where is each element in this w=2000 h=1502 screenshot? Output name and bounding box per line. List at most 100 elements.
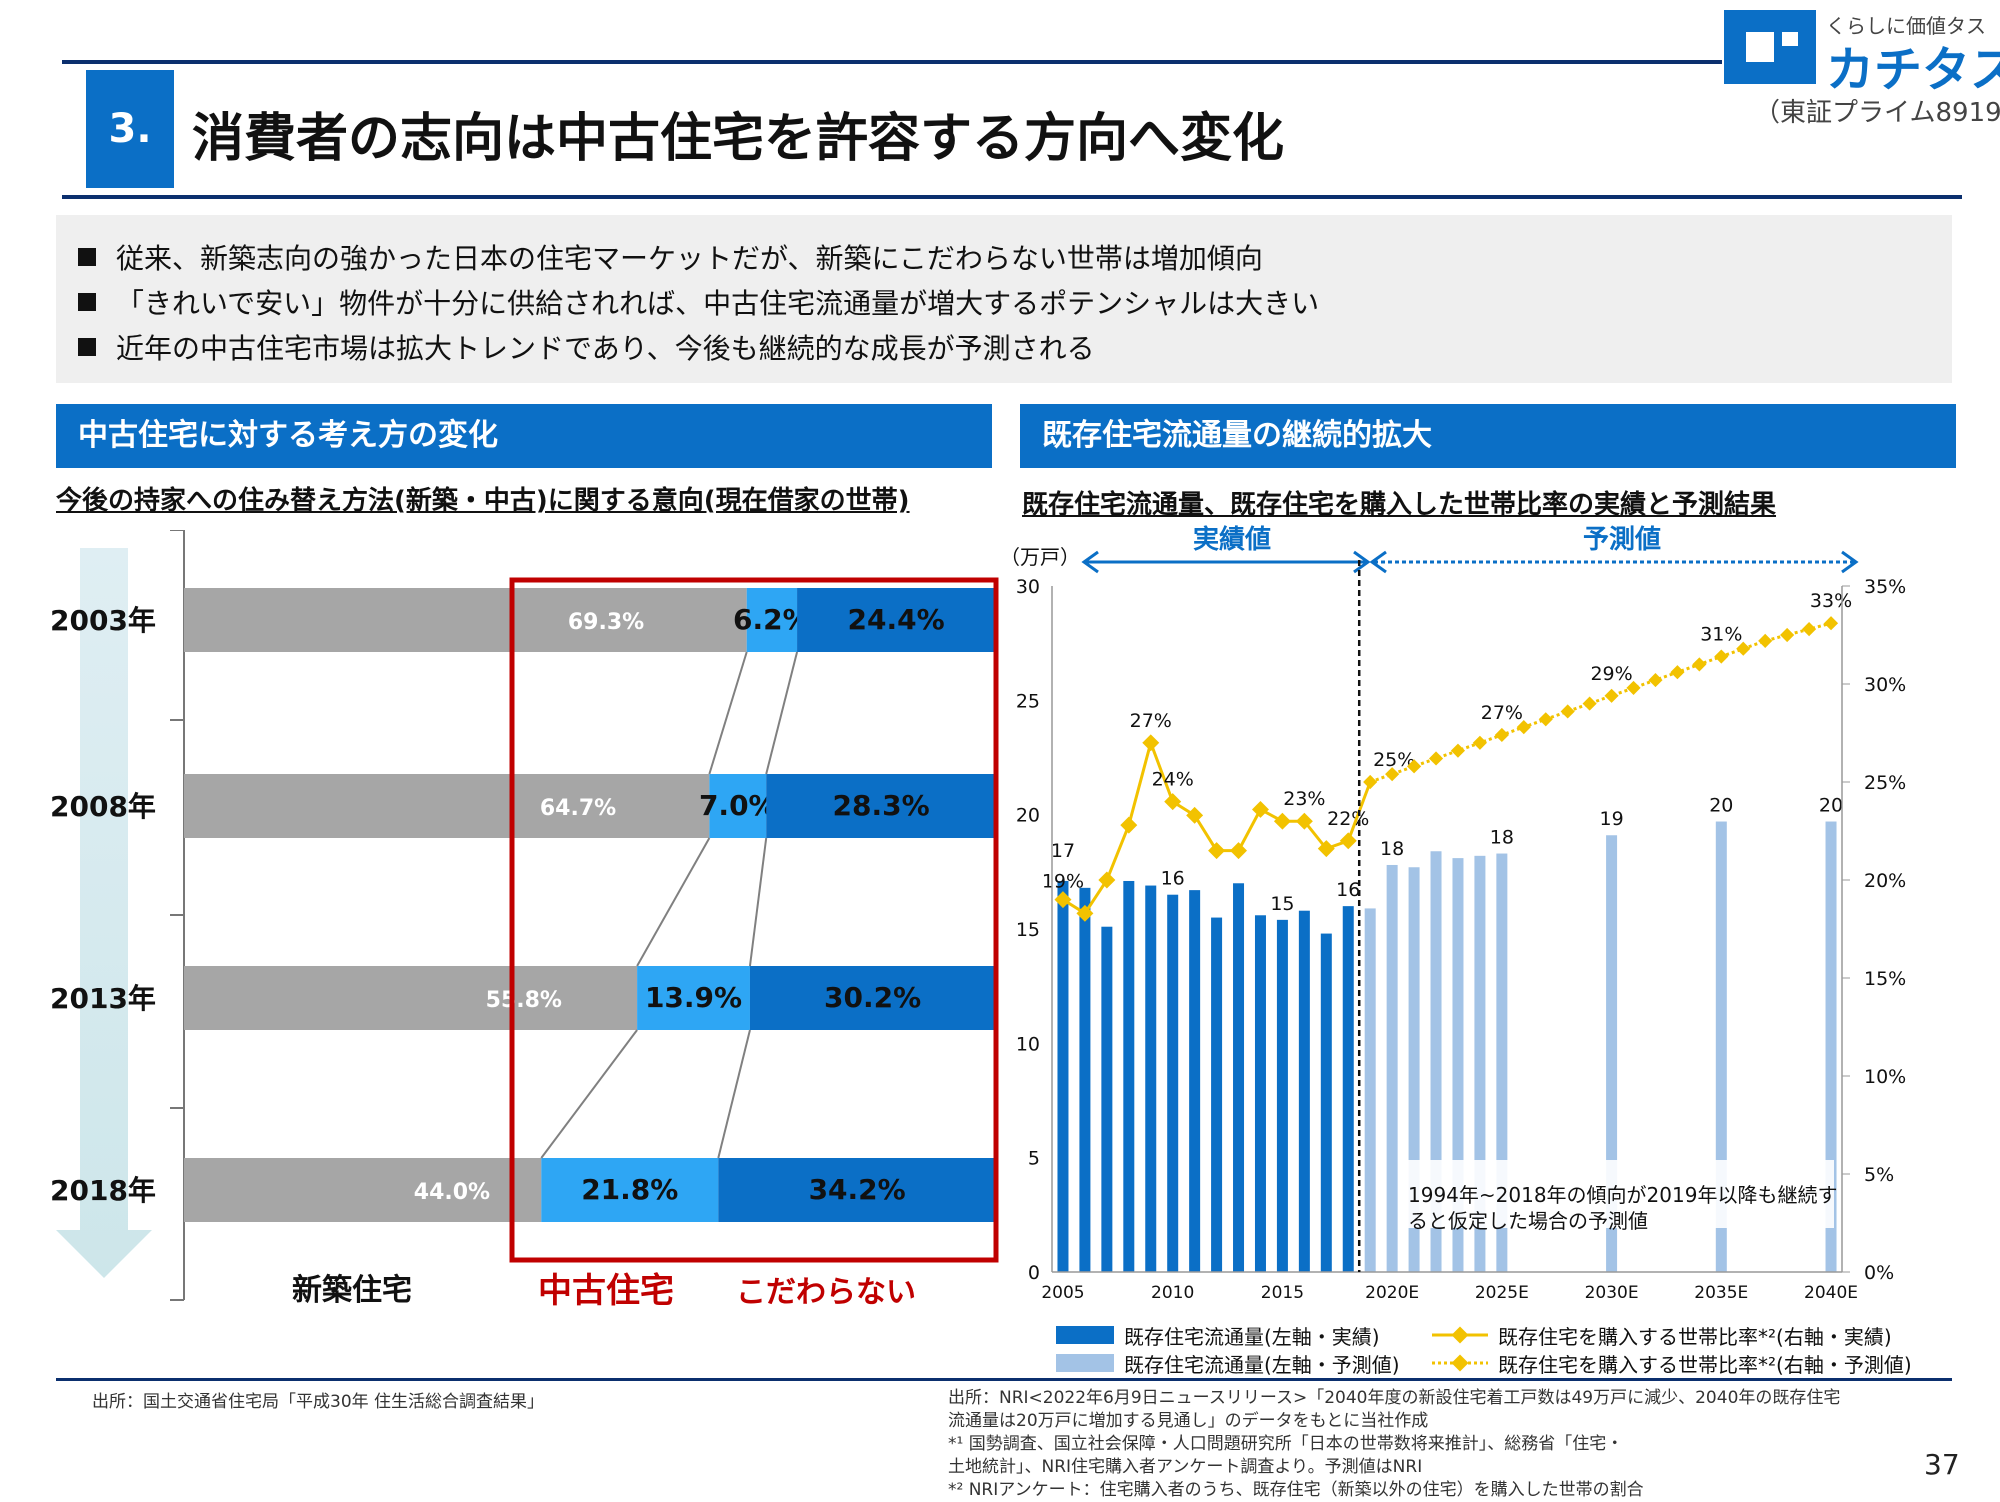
year-label: 2018年 (50, 1174, 156, 1207)
forecast-bar (1496, 853, 1508, 1272)
forecast-ratio-point (1363, 774, 1378, 790)
actual-bar (1342, 906, 1354, 1272)
ratio-value-label: 23% (1283, 788, 1325, 810)
bar-segment (718, 1158, 996, 1222)
right-panel-heading: 既存住宅流通量の継続的拡大 (1020, 404, 1956, 468)
actual-ratio-point (1230, 842, 1248, 860)
housing-distribution-chart: 実績値 予測値 （万戸） 17 16 15 16 18 18 19 20 20 19% 27% 24… (1000, 524, 1912, 1377)
bar-segment (709, 774, 767, 838)
forecast-ratio-point (1604, 688, 1619, 703)
forecast-ratio-point (1780, 627, 1795, 643)
actual-ratio-point (1251, 800, 1269, 818)
forecast-period-arrow-icon (1369, 550, 1859, 574)
ratio-value-label: 22% (1327, 808, 1369, 830)
actual-ratio-point (1164, 793, 1182, 811)
forecast-ratio-point (1560, 704, 1575, 719)
right-axis-tick: 10% (1864, 1066, 1906, 1088)
source-left: 出所：国土交通省住宅局「平成30年 住生活総合調査結果」 (92, 1392, 545, 1412)
forecast-bar (1430, 851, 1442, 1272)
year-label: 2008年 (50, 790, 156, 823)
forecast-ratio-point (1692, 657, 1707, 672)
left-axis-tick: 25 (1016, 690, 1040, 712)
header-top-rule (62, 60, 1722, 64)
bar-value-label: 18 (1380, 838, 1404, 860)
source-line: 出所：NRI<2022年6月9日ニュースリリース>「2040年度の新設住宅着工戸… (948, 1388, 1841, 1408)
bar-value-label: 7.0% (699, 789, 777, 822)
connector-line (540, 1029, 638, 1159)
forecast-ratio-point (1538, 712, 1553, 727)
x-axis-tick: 2040E (1804, 1283, 1858, 1303)
ratio-value-label: 33% (1810, 590, 1852, 612)
actual-ratio-point (1186, 806, 1204, 824)
actual-ratio-point (1273, 812, 1291, 830)
bar-value-label: 15 (1270, 893, 1294, 915)
legend-actual-bars: 既存住宅流通量(左軸・実績) (1124, 1325, 1380, 1349)
actual-bar (1101, 926, 1113, 1272)
forecast-bar (1408, 867, 1420, 1272)
forecast-bar (1606, 835, 1618, 1272)
forecast-period-label: 予測値 (1583, 525, 1661, 555)
right-axis-tick: 15% (1864, 968, 1906, 990)
actual-bar (1167, 894, 1179, 1272)
left-axis-tick: 15 (1016, 919, 1040, 941)
forecast-bar (1452, 858, 1464, 1272)
forecast-ratio-point (1670, 665, 1685, 680)
forecast-bar (1715, 821, 1727, 1272)
bar-value-label: 44.0% (414, 1180, 490, 1205)
actual-ratio-point (1054, 891, 1072, 909)
bar-value-label: 34.2% (809, 1173, 906, 1206)
ratio-value-label: 31% (1700, 624, 1742, 646)
bar-value-label: 21.8% (581, 1173, 678, 1206)
bar-value-label: 18 (1490, 827, 1514, 849)
year-label: 2013年 (50, 982, 156, 1015)
right-axis-tick: 30% (1864, 674, 1906, 696)
actual-bar (1079, 887, 1091, 1272)
actual-bar (1057, 880, 1069, 1272)
ratio-value-label: 27% (1481, 702, 1523, 724)
forecast-ratio-point (1802, 622, 1817, 637)
bar-value-label: 20 (1819, 795, 1843, 817)
square-bullet-icon (78, 248, 96, 266)
title-underline (62, 195, 1962, 199)
ratio-value-label: 19% (1042, 871, 1084, 893)
bar-segment (184, 774, 710, 838)
forecast-ratio-point (1428, 751, 1444, 766)
used-housing-highlight-frame (509, 577, 999, 1263)
forecast-ratio-point (1823, 616, 1839, 631)
x-axis-tick: 2025E (1475, 1283, 1529, 1303)
summary-box: 従来、新築志向の強かった日本の住宅マーケットだが、新築にこだわらない世帯は増加傾… (56, 215, 1952, 383)
bar-value-label: 13.9% (645, 981, 742, 1014)
actual-ratio-point (1208, 842, 1226, 860)
actual-bar (1298, 910, 1310, 1272)
forecast-ratio-point (1472, 735, 1487, 750)
legend-forecast-bars: 既存住宅流通量(左軸・予測値) (1124, 1353, 1400, 1377)
left-panel-heading: 中古住宅に対する考え方の変化 (56, 404, 992, 468)
actual-ratio-point (1076, 904, 1094, 922)
actual-bar (1189, 890, 1201, 1272)
connector-line (636, 837, 711, 967)
bar-segment (637, 966, 750, 1030)
connector-line (748, 837, 768, 967)
forecast-bar (1386, 864, 1398, 1272)
source-line: *¹ 国勢調査、国立社会保障・人口問題研究所「日本の世帯数将来推計」、総務省「住… (948, 1434, 1624, 1454)
bar-segment (184, 588, 747, 652)
actual-bar (1123, 880, 1135, 1272)
ratio-value-label: 24% (1152, 769, 1194, 791)
forecast-bar (1474, 855, 1486, 1272)
section-number: 3. (86, 70, 174, 188)
timeline-arrow-icon (56, 548, 152, 1278)
legend-no-preference: こだわらない (736, 1275, 916, 1310)
right-axis-tick: 25% (1864, 772, 1906, 794)
actual-ratio-point (1295, 812, 1313, 830)
bar-segment (797, 588, 996, 652)
forecast-ratio-point (1648, 673, 1663, 688)
actual-bar (1320, 933, 1332, 1272)
bar-value-label: 20 (1709, 795, 1733, 817)
forecast-ratio-point (1582, 696, 1597, 711)
legend-used-housing: 中古住宅 (538, 1271, 674, 1311)
bar-segment (541, 1158, 719, 1222)
right-axis-tick: 5% (1864, 1164, 1894, 1186)
bar-value-label: 55.8% (486, 988, 562, 1013)
ratio-value-label: 25% (1373, 749, 1415, 771)
